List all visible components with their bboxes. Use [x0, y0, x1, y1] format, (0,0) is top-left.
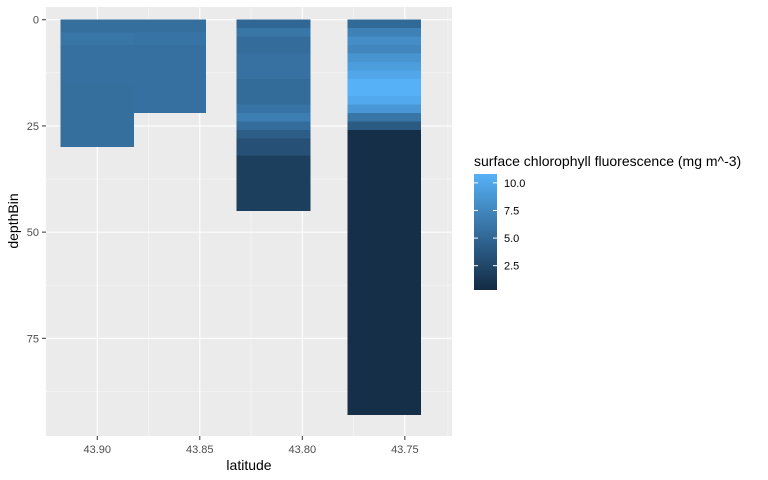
- heatmap-tile: [347, 19, 422, 29]
- y-tick-label: 50: [27, 227, 39, 239]
- heatmap-tile: [60, 83, 135, 148]
- heatmap-tile: [134, 45, 206, 114]
- y-axis-title: depthBin: [5, 193, 21, 248]
- legend-colorbar: [474, 174, 497, 290]
- heatmap-tile: [347, 130, 422, 415]
- heatmap-tile: [347, 62, 422, 71]
- legend-label: 10.0: [504, 178, 525, 190]
- legend-label: 7.5: [504, 205, 519, 217]
- heatmap-tile: [236, 28, 311, 37]
- heatmap-tile: [347, 53, 422, 63]
- heatmap-tile: [347, 28, 422, 37]
- x-tick-label: 43.90: [83, 444, 111, 456]
- x-tick-label: 43.85: [186, 444, 214, 456]
- x-axis-title: latitude: [226, 457, 271, 473]
- heatmap-tile: [347, 70, 422, 80]
- legend-title: surface chlorophyll fluorescence (mg m^-…: [474, 153, 741, 169]
- legend-ticks: 2.5 5.0 7.5 10.0: [474, 178, 525, 273]
- heatmap-tile: [236, 138, 311, 156]
- color-legend: surface chlorophyll fluorescence (mg m^-…: [474, 153, 741, 290]
- heatmap-tile: [236, 130, 311, 139]
- heatmap-tile: [236, 121, 311, 131]
- heatmap-tile: [134, 19, 206, 33]
- heatmap-tile: [134, 32, 206, 46]
- heatmap-tile: [347, 36, 422, 46]
- y-tick-label: 25: [27, 121, 39, 133]
- heatmap-tile: [347, 121, 422, 131]
- legend-label: 5.0: [504, 233, 519, 245]
- heatmap-tile: [60, 19, 135, 33]
- heatmap-tile: [60, 32, 135, 46]
- heatmap-tile: [236, 79, 311, 105]
- heatmap-tile: [236, 19, 311, 29]
- heatmap-tile: [347, 104, 422, 114]
- y-tick-label: 0: [33, 15, 39, 27]
- heatmap-tile: [236, 155, 311, 211]
- x-axis: 43.90 43.85 43.80 43.75: [83, 436, 419, 456]
- heatmap-tile: [347, 113, 422, 122]
- heatmap-tile: [236, 53, 311, 80]
- heatmap-tile: [60, 45, 135, 84]
- heatmap-tile: [236, 113, 311, 122]
- heatmap-tile: [236, 104, 311, 114]
- y-tick-label: 75: [27, 333, 39, 345]
- heatmap-tile: [347, 96, 422, 105]
- heatmap-tile: [236, 36, 311, 54]
- heatmap-tile: [347, 79, 422, 97]
- heatmap-tile: [347, 45, 422, 54]
- heatmap-tiles: [60, 19, 422, 415]
- y-axis: 0 25 50 75: [27, 15, 46, 345]
- legend-label: 2.5: [504, 261, 519, 273]
- x-tick-label: 43.75: [391, 444, 419, 456]
- x-tick-label: 43.80: [289, 444, 317, 456]
